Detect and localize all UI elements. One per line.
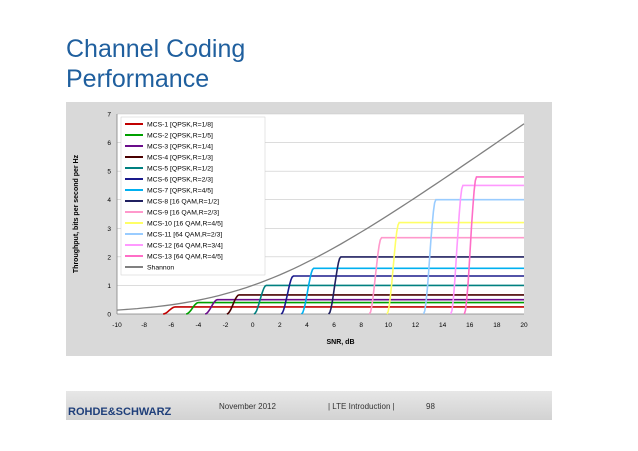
y-tick-label: 0 — [107, 312, 111, 319]
x-tick-label: 0 — [251, 322, 255, 329]
x-tick-label: -10 — [112, 322, 122, 329]
rohde-schwarz-logo: ROHDE&SCHWARZ — [68, 401, 188, 418]
y-tick-label: 1 — [107, 283, 111, 290]
x-tick-label: 12 — [412, 322, 420, 329]
legend-entry: MCS-6 [QPSK,R=2/3] — [147, 177, 213, 184]
series-line-shannon — [116, 123, 525, 311]
y-tick-label: 4 — [107, 197, 111, 204]
x-tick-label: 8 — [359, 322, 363, 329]
x-tick-label: 20 — [520, 322, 528, 329]
legend-entry: MCS-1 [QPSK,R=1/8] — [147, 122, 213, 129]
x-tick-label: 16 — [466, 322, 474, 329]
series-line-mcs-1 — [162, 306, 524, 315]
y-tick-label: 6 — [107, 140, 111, 147]
x-tick-label: 2 — [278, 322, 282, 329]
series-line-mcs-12 — [449, 184, 524, 315]
series-line-mcs-4 — [226, 294, 524, 315]
x-tick-label: 10 — [385, 322, 393, 329]
footer-bar — [66, 391, 552, 420]
series-line-mcs-6 — [280, 275, 524, 315]
x-tick-label: 4 — [305, 322, 309, 329]
footer-section: | LTE Introduction | — [328, 402, 395, 411]
series-line-mcs-11 — [422, 198, 524, 315]
x-tick-label: -4 — [196, 322, 202, 329]
slide-title: Channel Coding Performance — [66, 34, 245, 94]
y-axis-label: Throughput, bits per second per Hz — [73, 154, 80, 273]
legend-box — [120, 116, 266, 276]
legend-entry: MCS-5 [QPSK,R=1/2] — [147, 166, 213, 173]
series-line-mcs-9 — [368, 236, 524, 315]
chart-area: 0 1 2 3 4 5 6 7 -10 -8 -6 -4 -2 0 2 4 6 8 10 12 14 16 18 20 SNR,… — [66, 102, 552, 356]
x-tick-label: -2 — [223, 322, 229, 329]
y-tick-label: 5 — [107, 169, 111, 176]
series-line-mcs-8 — [327, 256, 524, 315]
footer-page-number: 98 — [426, 402, 435, 411]
legend-entry: MCS-11 [64 QAM,R=2/3] — [147, 232, 222, 239]
series-line-mcs-10 — [386, 221, 524, 315]
y-tick-label: 7 — [107, 112, 111, 119]
slide-title-line2: Performance — [66, 65, 210, 93]
x-tick-label: 6 — [332, 322, 336, 329]
series-line-mcs-13 — [463, 176, 524, 315]
x-axis-label: SNR, dB — [327, 339, 355, 346]
legend-entry: MCS-7 [QPSK,R=4/5] — [147, 188, 213, 195]
logo-text: ROHDE&SCHWARZ — [68, 406, 172, 418]
slide-title-line1: Channel Coding — [66, 35, 246, 63]
legend-entry: MCS-10 [16 QAM,R=4/5] — [147, 221, 223, 228]
y-tick-label: 2 — [107, 254, 111, 261]
legend-entry: MCS-13 [64 QAM,R=4/5] — [147, 254, 223, 261]
x-tick-label: -6 — [168, 322, 174, 329]
legend-entry: MCS-2 [QPSK,R=1/5] — [147, 133, 213, 140]
legend-entry: MCS-12 [64 QAM,R=3/4] — [147, 243, 223, 250]
x-tick-label: 18 — [493, 322, 501, 329]
series-line-mcs-2 — [186, 301, 524, 315]
series-line-mcs-7 — [300, 267, 524, 315]
legend-entry: MCS-4 [QPSK,R=1/3] — [147, 155, 213, 162]
legend-entry: MCS-9 [16 QAM,R=2/3] — [147, 210, 219, 217]
legend-entry: Shannon — [147, 265, 174, 272]
footer-date: November 2012 — [219, 402, 276, 411]
x-tick-label: 14 — [439, 322, 447, 329]
legend-entry: MCS-3 [QPSK,R=1/4] — [147, 144, 213, 151]
x-tick-label: -8 — [141, 322, 147, 329]
series-line-mcs-3 — [204, 298, 524, 315]
series-line-mcs-5 — [253, 284, 524, 315]
y-tick-label: 3 — [107, 226, 111, 233]
legend-entry: MCS-8 [16 QAM,R=1/2] — [147, 199, 219, 206]
